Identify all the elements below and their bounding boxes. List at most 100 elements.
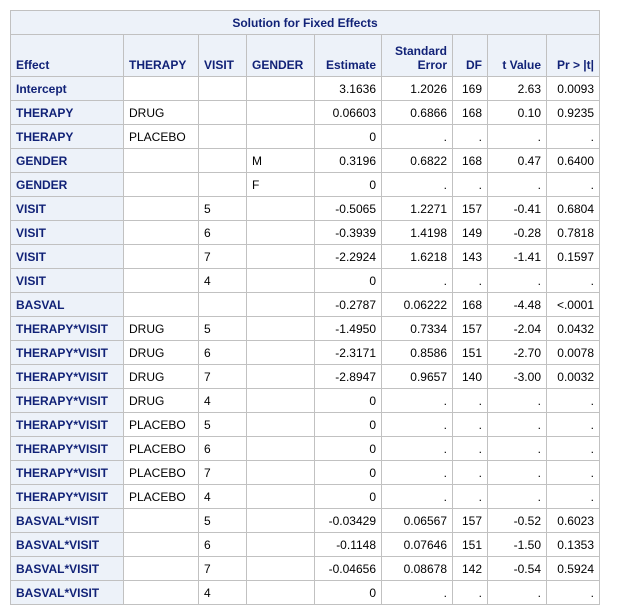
table-cell: PLACEBO bbox=[123, 460, 199, 485]
table-cell: . bbox=[546, 580, 600, 605]
table-cell: . bbox=[487, 436, 547, 461]
row-header: Intercept bbox=[10, 76, 124, 101]
table-cell: 0.10 bbox=[487, 100, 547, 125]
table-cell: 168 bbox=[452, 292, 488, 317]
fixed-effects-table: Solution for Fixed Effects Effect THERAPY… bbox=[10, 10, 600, 605]
table-cell: . bbox=[452, 388, 488, 413]
table-cell bbox=[198, 148, 247, 173]
table-cell: 5 bbox=[198, 316, 247, 341]
table-cell: <.0001 bbox=[546, 292, 600, 317]
table-cell: . bbox=[381, 484, 453, 509]
table-cell: 0 bbox=[314, 124, 382, 149]
table-cell: 7 bbox=[198, 364, 247, 389]
table-cell: DRUG bbox=[123, 388, 199, 413]
row-header: VISIT bbox=[10, 268, 124, 293]
table-cell: PLACEBO bbox=[123, 124, 199, 149]
table-cell bbox=[123, 76, 199, 101]
table-row: Intercept 3.1636 1.2026 169 2.63 0.0093 bbox=[10, 76, 600, 101]
row-header: BASVAL*VISIT bbox=[10, 556, 124, 581]
column-header: Pr > |t| bbox=[546, 34, 600, 77]
table-cell bbox=[246, 196, 315, 221]
table-cell: 1.6218 bbox=[381, 244, 453, 269]
table-cell bbox=[123, 532, 199, 557]
table-row: THERAPY*VISIT PLACEBO 5 0.... bbox=[10, 412, 600, 437]
table-cell bbox=[123, 508, 199, 533]
column-header: VISIT bbox=[198, 34, 247, 77]
table-cell bbox=[246, 100, 315, 125]
column-header-text: Standard Error bbox=[394, 44, 447, 72]
table-cell: 0.06222 bbox=[381, 292, 453, 317]
table-cell: -0.03429 bbox=[314, 508, 382, 533]
table-cell: DRUG bbox=[123, 316, 199, 341]
column-header: GENDER bbox=[246, 34, 315, 77]
table-cell: . bbox=[381, 436, 453, 461]
table-row: VISIT 4 0.... bbox=[10, 268, 600, 293]
table-cell: -0.41 bbox=[487, 196, 547, 221]
table-row: GENDER F 0.... bbox=[10, 172, 600, 197]
column-header: Effect bbox=[10, 34, 124, 77]
table-cell: 4 bbox=[198, 484, 247, 509]
table-cell: . bbox=[381, 172, 453, 197]
table-cell: . bbox=[487, 460, 547, 485]
table-cell: . bbox=[546, 172, 600, 197]
table-cell: . bbox=[546, 460, 600, 485]
table-cell: DRUG bbox=[123, 100, 199, 125]
table-cell: . bbox=[452, 412, 488, 437]
table-cell bbox=[123, 172, 199, 197]
table-cell: . bbox=[487, 580, 547, 605]
table-cell: . bbox=[381, 268, 453, 293]
table-cell: . bbox=[487, 388, 547, 413]
table-cell: 0.3196 bbox=[314, 148, 382, 173]
column-header: DF bbox=[452, 34, 488, 77]
table-cell bbox=[246, 124, 315, 149]
table-cell: 168 bbox=[452, 148, 488, 173]
table-row: THERAPY*VISIT DRUG 4 0.... bbox=[10, 388, 600, 413]
table-cell bbox=[246, 532, 315, 557]
table-row: THERAPY*VISIT DRUG 6 -2.3171 0.8586 151 -2.70 0… bbox=[10, 340, 600, 365]
table-cell bbox=[246, 388, 315, 413]
table-row: BASVAL -0.2787 0.06222 168 -4.48 <.0001 bbox=[10, 292, 600, 317]
row-header: THERAPY*VISIT bbox=[10, 316, 124, 341]
table-cell bbox=[123, 268, 199, 293]
row-header: VISIT bbox=[10, 244, 124, 269]
table-cell: M bbox=[246, 148, 315, 173]
table-cell: . bbox=[487, 172, 547, 197]
table-cell: -1.50 bbox=[487, 532, 547, 557]
table-cell: F bbox=[246, 172, 315, 197]
table-row: BASVAL*VISIT 4 0.... bbox=[10, 580, 600, 605]
table-cell bbox=[246, 580, 315, 605]
table-cell: -0.52 bbox=[487, 508, 547, 533]
table-cell bbox=[123, 556, 199, 581]
table-cell bbox=[123, 244, 199, 269]
table-cell: 0 bbox=[314, 268, 382, 293]
table-cell: . bbox=[381, 124, 453, 149]
table-cell: . bbox=[381, 412, 453, 437]
column-header-text: VISIT bbox=[204, 58, 235, 72]
column-header: Estimate bbox=[314, 34, 382, 77]
table-cell: . bbox=[452, 484, 488, 509]
table-row: THERAPY PLACEBO 0.... bbox=[10, 124, 600, 149]
table-cell bbox=[123, 220, 199, 245]
table-cell bbox=[246, 436, 315, 461]
table-cell bbox=[123, 196, 199, 221]
table-cell bbox=[123, 148, 199, 173]
row-header: GENDER bbox=[10, 148, 124, 173]
table-cell: 0 bbox=[314, 412, 382, 437]
table-cell: -4.48 bbox=[487, 292, 547, 317]
column-header: t Value bbox=[487, 34, 547, 77]
table-cell: . bbox=[546, 436, 600, 461]
table-cell: . bbox=[381, 460, 453, 485]
row-header: THERAPY bbox=[10, 124, 124, 149]
table-cell: 6 bbox=[198, 220, 247, 245]
column-header-text: Effect bbox=[16, 58, 50, 72]
table-cell: . bbox=[546, 124, 600, 149]
column-header-text: Estimate bbox=[325, 58, 376, 72]
column-header-text: DF bbox=[466, 58, 482, 72]
table-cell: -0.04656 bbox=[314, 556, 382, 581]
table-cell: -0.54 bbox=[487, 556, 547, 581]
table-cell: 2.63 bbox=[487, 76, 547, 101]
table-cell bbox=[198, 100, 247, 125]
table-cell bbox=[198, 292, 247, 317]
table-row: THERAPY DRUG 0.06603 0.6866 168 0.10 0.9235 bbox=[10, 100, 600, 125]
